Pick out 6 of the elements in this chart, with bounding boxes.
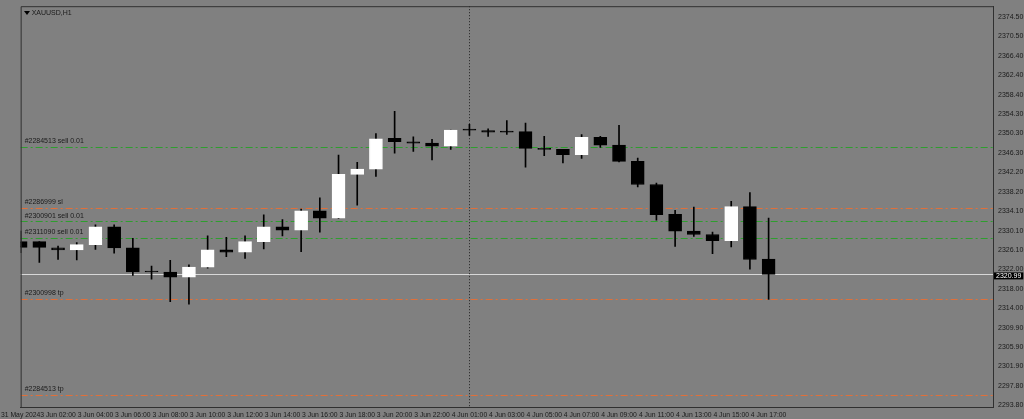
candlestick (350, 162, 365, 206)
candlestick (481, 128, 495, 137)
candlestick (163, 260, 178, 303)
candlestick (686, 206, 701, 237)
candlestick (499, 120, 514, 135)
candlestick (406, 136, 421, 152)
